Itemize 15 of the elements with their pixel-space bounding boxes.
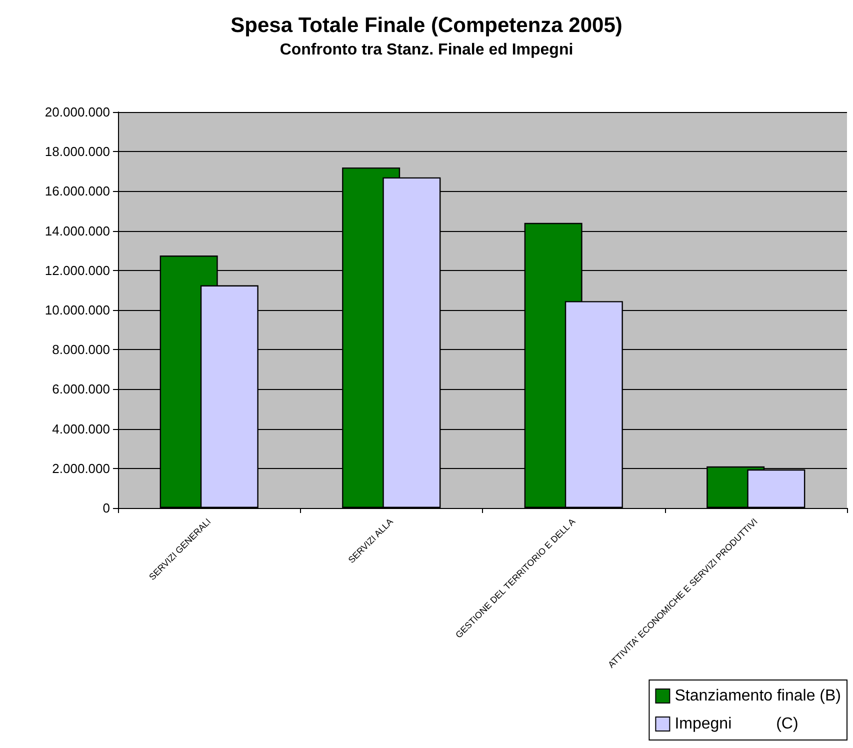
y-tick-label: 4.000.000 [52, 421, 110, 436]
legend-label: Stanziamento finale (B) [674, 688, 842, 704]
y-tick-label: 14.000.000 [44, 223, 110, 238]
y-tick-label: 8.000.000 [52, 342, 110, 358]
y-tick-label: 6.000.000 [52, 382, 110, 397]
y-tick-label: 12.000.000 [44, 262, 110, 278]
y-tick-label: 18.000.000 [44, 144, 110, 160]
y-tick-label: 20.000.000 [44, 104, 110, 120]
y-tick-label: 16.000.000 [44, 184, 110, 199]
y-tick-label: 10.000.000 [44, 302, 110, 318]
chart-title: Spesa Totale Finale (Competenza 2005) [230, 14, 622, 37]
y-tick-label: 0 [102, 500, 110, 516]
legend-label: Impegni (C) [674, 716, 798, 732]
chart-subtitle: Confronto tra Stanz. Finale ed Impegni [280, 42, 574, 58]
y-tick-label: 2.000.000 [52, 460, 110, 476]
